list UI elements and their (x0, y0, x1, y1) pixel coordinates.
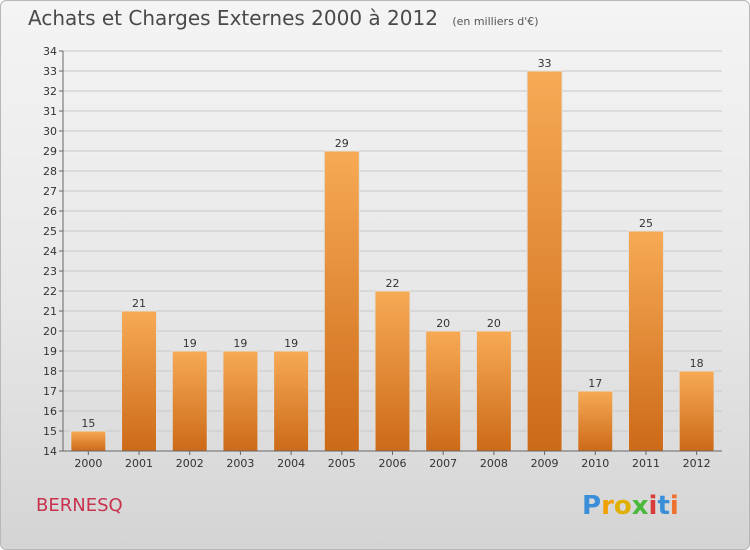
chart-unit: (en milliers d'€) (452, 15, 539, 28)
x-tick-label: 2007 (429, 457, 457, 470)
bar (425, 330, 462, 452)
y-tick-label: 25 (43, 225, 57, 238)
chart-title: Achats et Charges Externes 2000 à 2012 (… (28, 6, 539, 30)
bar (627, 230, 664, 452)
x-tick-label: 2011 (632, 457, 660, 470)
y-tick-label: 21 (43, 305, 57, 318)
logo-letter: i (669, 491, 679, 521)
y-tick-label: 26 (43, 205, 57, 218)
data-labels: 15 21 19 19 19 29 22 20 20 33 17 25 18 (81, 57, 703, 430)
logo-letter: o (613, 491, 632, 521)
x-tick-label: 2012 (683, 457, 711, 470)
x-tick-label: 2005 (328, 457, 356, 470)
y-tick-label: 29 (43, 145, 57, 158)
y-tick-label: 16 (43, 405, 57, 418)
axes (62, 51, 722, 452)
x-tick-label: 2004 (277, 457, 305, 470)
x-axis-ticks: 2000 2001 2002 2003 2004 2005 2006 2007 2008 2009… (74, 451, 711, 470)
bar (678, 370, 715, 452)
y-tick-label: 18 (43, 365, 57, 378)
y-tick-label: 30 (43, 125, 57, 138)
x-tick-label: 2003 (226, 457, 254, 470)
data-label: 22 (386, 277, 400, 290)
y-tick-label: 14 (43, 445, 57, 458)
y-tick-label: 32 (43, 85, 57, 98)
logo-letter: P (582, 491, 602, 521)
y-tick-label: 24 (43, 245, 57, 258)
bar (323, 150, 360, 452)
data-label: 18 (690, 357, 704, 370)
y-tick-label: 33 (43, 65, 57, 78)
x-tick-label: 2009 (531, 457, 559, 470)
data-label: 25 (639, 217, 653, 230)
logo-letter: r (601, 491, 614, 521)
bar (577, 390, 614, 452)
x-tick-label: 2000 (74, 457, 102, 470)
x-tick-label: 2006 (379, 457, 407, 470)
logo-letter: t (657, 491, 670, 521)
data-label: 15 (81, 417, 95, 430)
data-label: 19 (183, 337, 197, 350)
data-label: 19 (233, 337, 247, 350)
logo-letter: x (631, 491, 649, 521)
data-label: 20 (436, 317, 450, 330)
data-label: 29 (335, 137, 349, 150)
y-tick-label: 31 (43, 105, 57, 118)
data-label: 20 (487, 317, 501, 330)
chart-title-text: Achats et Charges Externes 2000 à 2012 (28, 6, 438, 30)
bar (222, 350, 259, 452)
bar (171, 350, 208, 452)
data-label: 17 (588, 377, 602, 390)
y-tick-label: 23 (43, 265, 57, 278)
y-tick-label: 17 (43, 385, 57, 398)
y-tick-label: 28 (43, 165, 57, 178)
y-tick-label: 15 (43, 425, 57, 438)
x-tick-label: 2002 (176, 457, 204, 470)
proxiti-logo: Proxiti (582, 491, 679, 521)
commune-name: BERNESQ (36, 495, 123, 516)
y-tick-label: 27 (43, 185, 57, 198)
y-tick-label: 34 (43, 45, 57, 58)
data-label: 33 (538, 57, 552, 70)
data-label: 19 (284, 337, 298, 350)
bars (70, 70, 715, 452)
bar (475, 330, 512, 452)
x-tick-label: 2008 (480, 457, 508, 470)
y-tick-label: 22 (43, 285, 57, 298)
bar (121, 310, 158, 452)
y-axis-ticks: 14 15 16 17 18 19 20 21 22 23 24 25 26 27 28 29 30 31 32 33… (43, 45, 63, 458)
logo-letter: i (648, 491, 658, 521)
bar (374, 290, 411, 452)
bar (526, 70, 563, 452)
x-tick-label: 2001 (125, 457, 153, 470)
data-label: 21 (132, 297, 146, 310)
bar (273, 350, 310, 452)
x-tick-label: 2010 (581, 457, 609, 470)
bar (70, 430, 107, 452)
y-tick-label: 19 (43, 345, 57, 358)
y-tick-label: 20 (43, 325, 57, 338)
